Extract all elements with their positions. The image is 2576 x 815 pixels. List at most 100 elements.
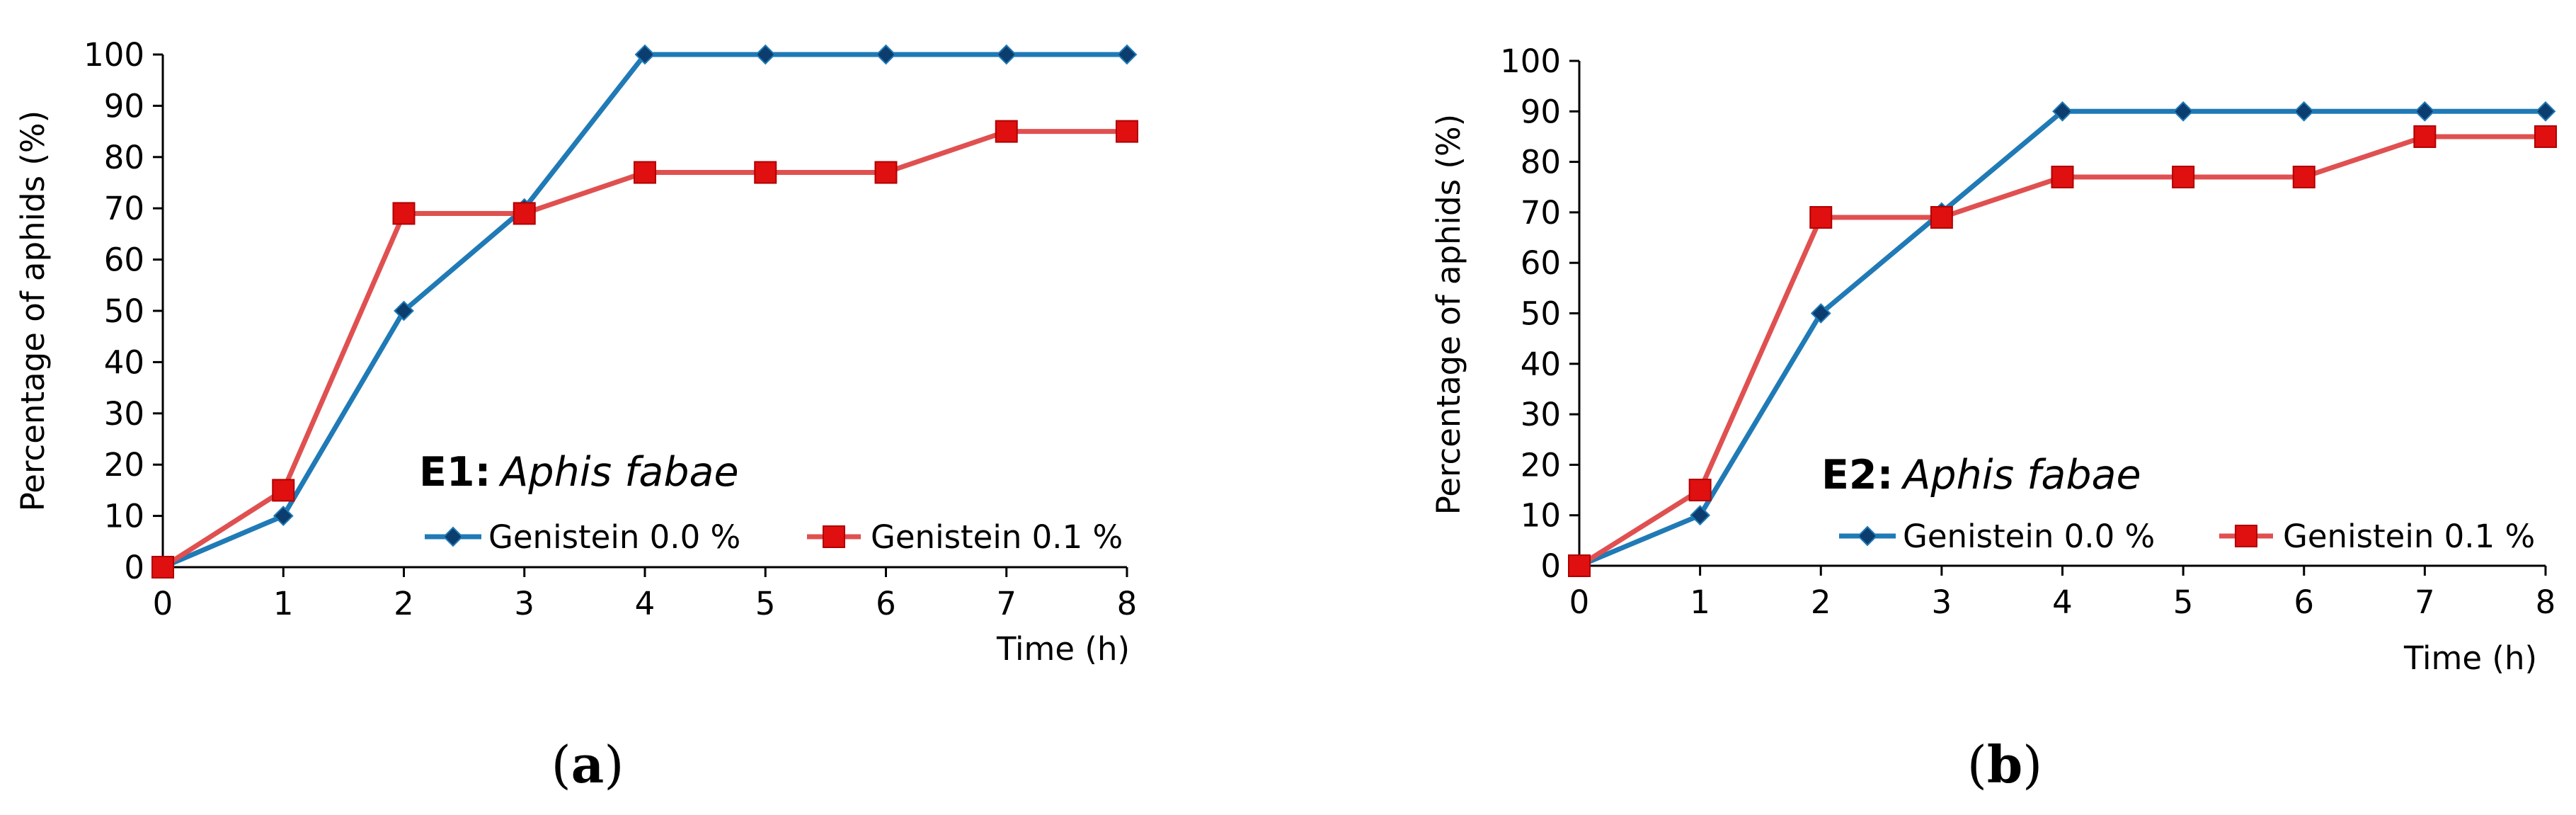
legend-label-genistein-0-0: Genistein 0.0 % xyxy=(1903,518,2155,555)
data-point-square xyxy=(754,161,777,184)
data-point-diamond xyxy=(2414,101,2435,122)
y-tick-label: 70 xyxy=(104,190,144,227)
x-tick-label: 8 xyxy=(1117,585,1138,622)
x-tick-label: 1 xyxy=(273,585,294,622)
x-tick-label: 6 xyxy=(2294,583,2314,621)
data-point-square xyxy=(995,120,1018,143)
data-point-square xyxy=(2172,165,2195,188)
data-point-square xyxy=(2413,125,2437,148)
y-tick-label: 30 xyxy=(1521,396,1561,433)
data-point-diamond xyxy=(2535,101,2556,122)
y-tick-label: 0 xyxy=(124,549,144,586)
data-point-square xyxy=(2051,165,2074,188)
legend-label-genistein-0-0: Genistein 0.0 % xyxy=(488,518,740,556)
y-tick-label: 70 xyxy=(1521,194,1561,232)
caption-letter: b xyxy=(1987,734,2022,794)
x-tick-label: 8 xyxy=(2536,583,2556,621)
chart-panel-b: 0 10 20 30 40 50 60 70 80 90 100 0 1 2 3 4 5 6 7 8 Time (h) P… xyxy=(1430,42,2557,794)
annotation-experiment: E2: xyxy=(1821,452,1893,498)
x-tick-label: 2 xyxy=(394,585,414,622)
data-point-diamond xyxy=(2052,101,2073,122)
y-tick-label: 80 xyxy=(1521,144,1561,181)
data-point-square xyxy=(1930,206,1953,229)
panel-caption: (b) xyxy=(1967,734,2043,794)
y-tick-label: 10 xyxy=(1521,497,1561,535)
data-point-square xyxy=(874,161,898,184)
x-tick-label: 7 xyxy=(2415,583,2435,621)
y-tick-label: 0 xyxy=(1540,547,1561,585)
series-line-genistein-0-1 xyxy=(161,129,1127,569)
caption-letter: a xyxy=(571,734,605,794)
y-tick-label: 100 xyxy=(84,36,144,74)
y-tick-label: 10 xyxy=(104,498,144,535)
y-tick-label: 60 xyxy=(104,241,144,279)
x-axis-label: Time (h) xyxy=(996,630,1130,668)
data-point-diamond xyxy=(273,506,294,527)
x-axis-label: Time (h) xyxy=(2403,639,2537,677)
x-tick-label: 4 xyxy=(635,585,656,622)
annotation-experiment: E1: xyxy=(419,449,491,496)
data-point-square xyxy=(272,479,295,502)
caption-open-paren: ( xyxy=(551,735,571,794)
data-point-diamond xyxy=(1690,505,1711,526)
caption-open-paren: ( xyxy=(1967,735,1987,794)
y-tick-label: 40 xyxy=(104,343,144,381)
legend-marker-diamond xyxy=(1857,525,1878,547)
legend: Genistein 0.0 % Genistein 0.1 % xyxy=(425,518,1123,556)
legend-label-genistein-0-1: Genistein 0.1 % xyxy=(2283,518,2535,555)
y-tick-label: 50 xyxy=(1521,295,1561,333)
y-tick-label: 90 xyxy=(1521,93,1561,130)
x-tick-label: 6 xyxy=(876,585,896,622)
chart-panel-a: 0 10 20 30 40 50 60 70 80 90 100 0 1 2 3 4 5 6 7 8 Time (h) P… xyxy=(14,36,1138,794)
x-tick-label: 5 xyxy=(2173,583,2194,621)
legend-marker-square xyxy=(823,525,845,548)
y-tick-label: 40 xyxy=(1521,346,1561,383)
y-tick-label: 50 xyxy=(104,292,144,330)
x-tick-label: 2 xyxy=(1811,583,1831,621)
data-point-diamond xyxy=(876,44,896,65)
chart-annotation: E1: Aphis fabae xyxy=(419,449,739,496)
chart-annotation: E2: Aphis fabae xyxy=(1821,452,2141,498)
caption-close-paren: ) xyxy=(2022,735,2042,794)
y-tick-label: 90 xyxy=(104,87,144,125)
y-axis-label: Percentage of aphids (%) xyxy=(14,110,52,511)
x-tick-label: 0 xyxy=(153,585,173,622)
x-tick-label: 7 xyxy=(996,585,1017,622)
data-point-square xyxy=(1688,479,1712,502)
caption-close-paren: ) xyxy=(604,735,624,794)
data-point-square xyxy=(2292,165,2315,188)
series-line-genistein-0-1 xyxy=(1578,134,2546,568)
x-tick-label: 1 xyxy=(1690,583,1710,621)
data-point-diamond xyxy=(394,300,414,321)
x-tick-label: 4 xyxy=(2052,583,2073,621)
data-point-diamond xyxy=(1810,303,1831,324)
data-point-square xyxy=(1116,120,1138,143)
x-tick-label: 0 xyxy=(1569,583,1590,621)
data-point-diamond xyxy=(2294,101,2315,122)
y-tick-label: 30 xyxy=(104,395,144,433)
x-tick-label: 5 xyxy=(755,585,776,622)
annotation-species: Aphis fabae xyxy=(1900,452,2141,498)
data-point-diamond xyxy=(1116,44,1138,65)
data-point-square xyxy=(392,202,416,225)
panel-caption: (a) xyxy=(551,734,624,794)
legend-marker-diamond xyxy=(442,526,464,547)
data-point-diamond xyxy=(634,44,656,65)
y-tick-label: 100 xyxy=(1500,42,1561,80)
y-tick-label: 80 xyxy=(104,139,144,176)
data-point-square xyxy=(1809,206,1833,229)
legend-marker-square xyxy=(2235,525,2257,547)
y-tick-label: 20 xyxy=(1521,446,1561,484)
data-point-square xyxy=(2534,125,2557,148)
x-tick-label: 3 xyxy=(1932,583,1952,621)
data-point-square xyxy=(1568,554,1591,577)
data-point-diamond xyxy=(996,44,1017,65)
annotation-species: Aphis fabae xyxy=(498,449,738,496)
data-point-square xyxy=(634,161,656,184)
data-point-square xyxy=(151,556,174,579)
data-point-diamond xyxy=(755,44,776,65)
legend: Genistein 0.0 % Genistein 0.1 % xyxy=(1839,518,2535,555)
y-tick-label: 20 xyxy=(104,446,144,484)
legend-label-genistein-0-1: Genistein 0.1 % xyxy=(871,518,1123,556)
